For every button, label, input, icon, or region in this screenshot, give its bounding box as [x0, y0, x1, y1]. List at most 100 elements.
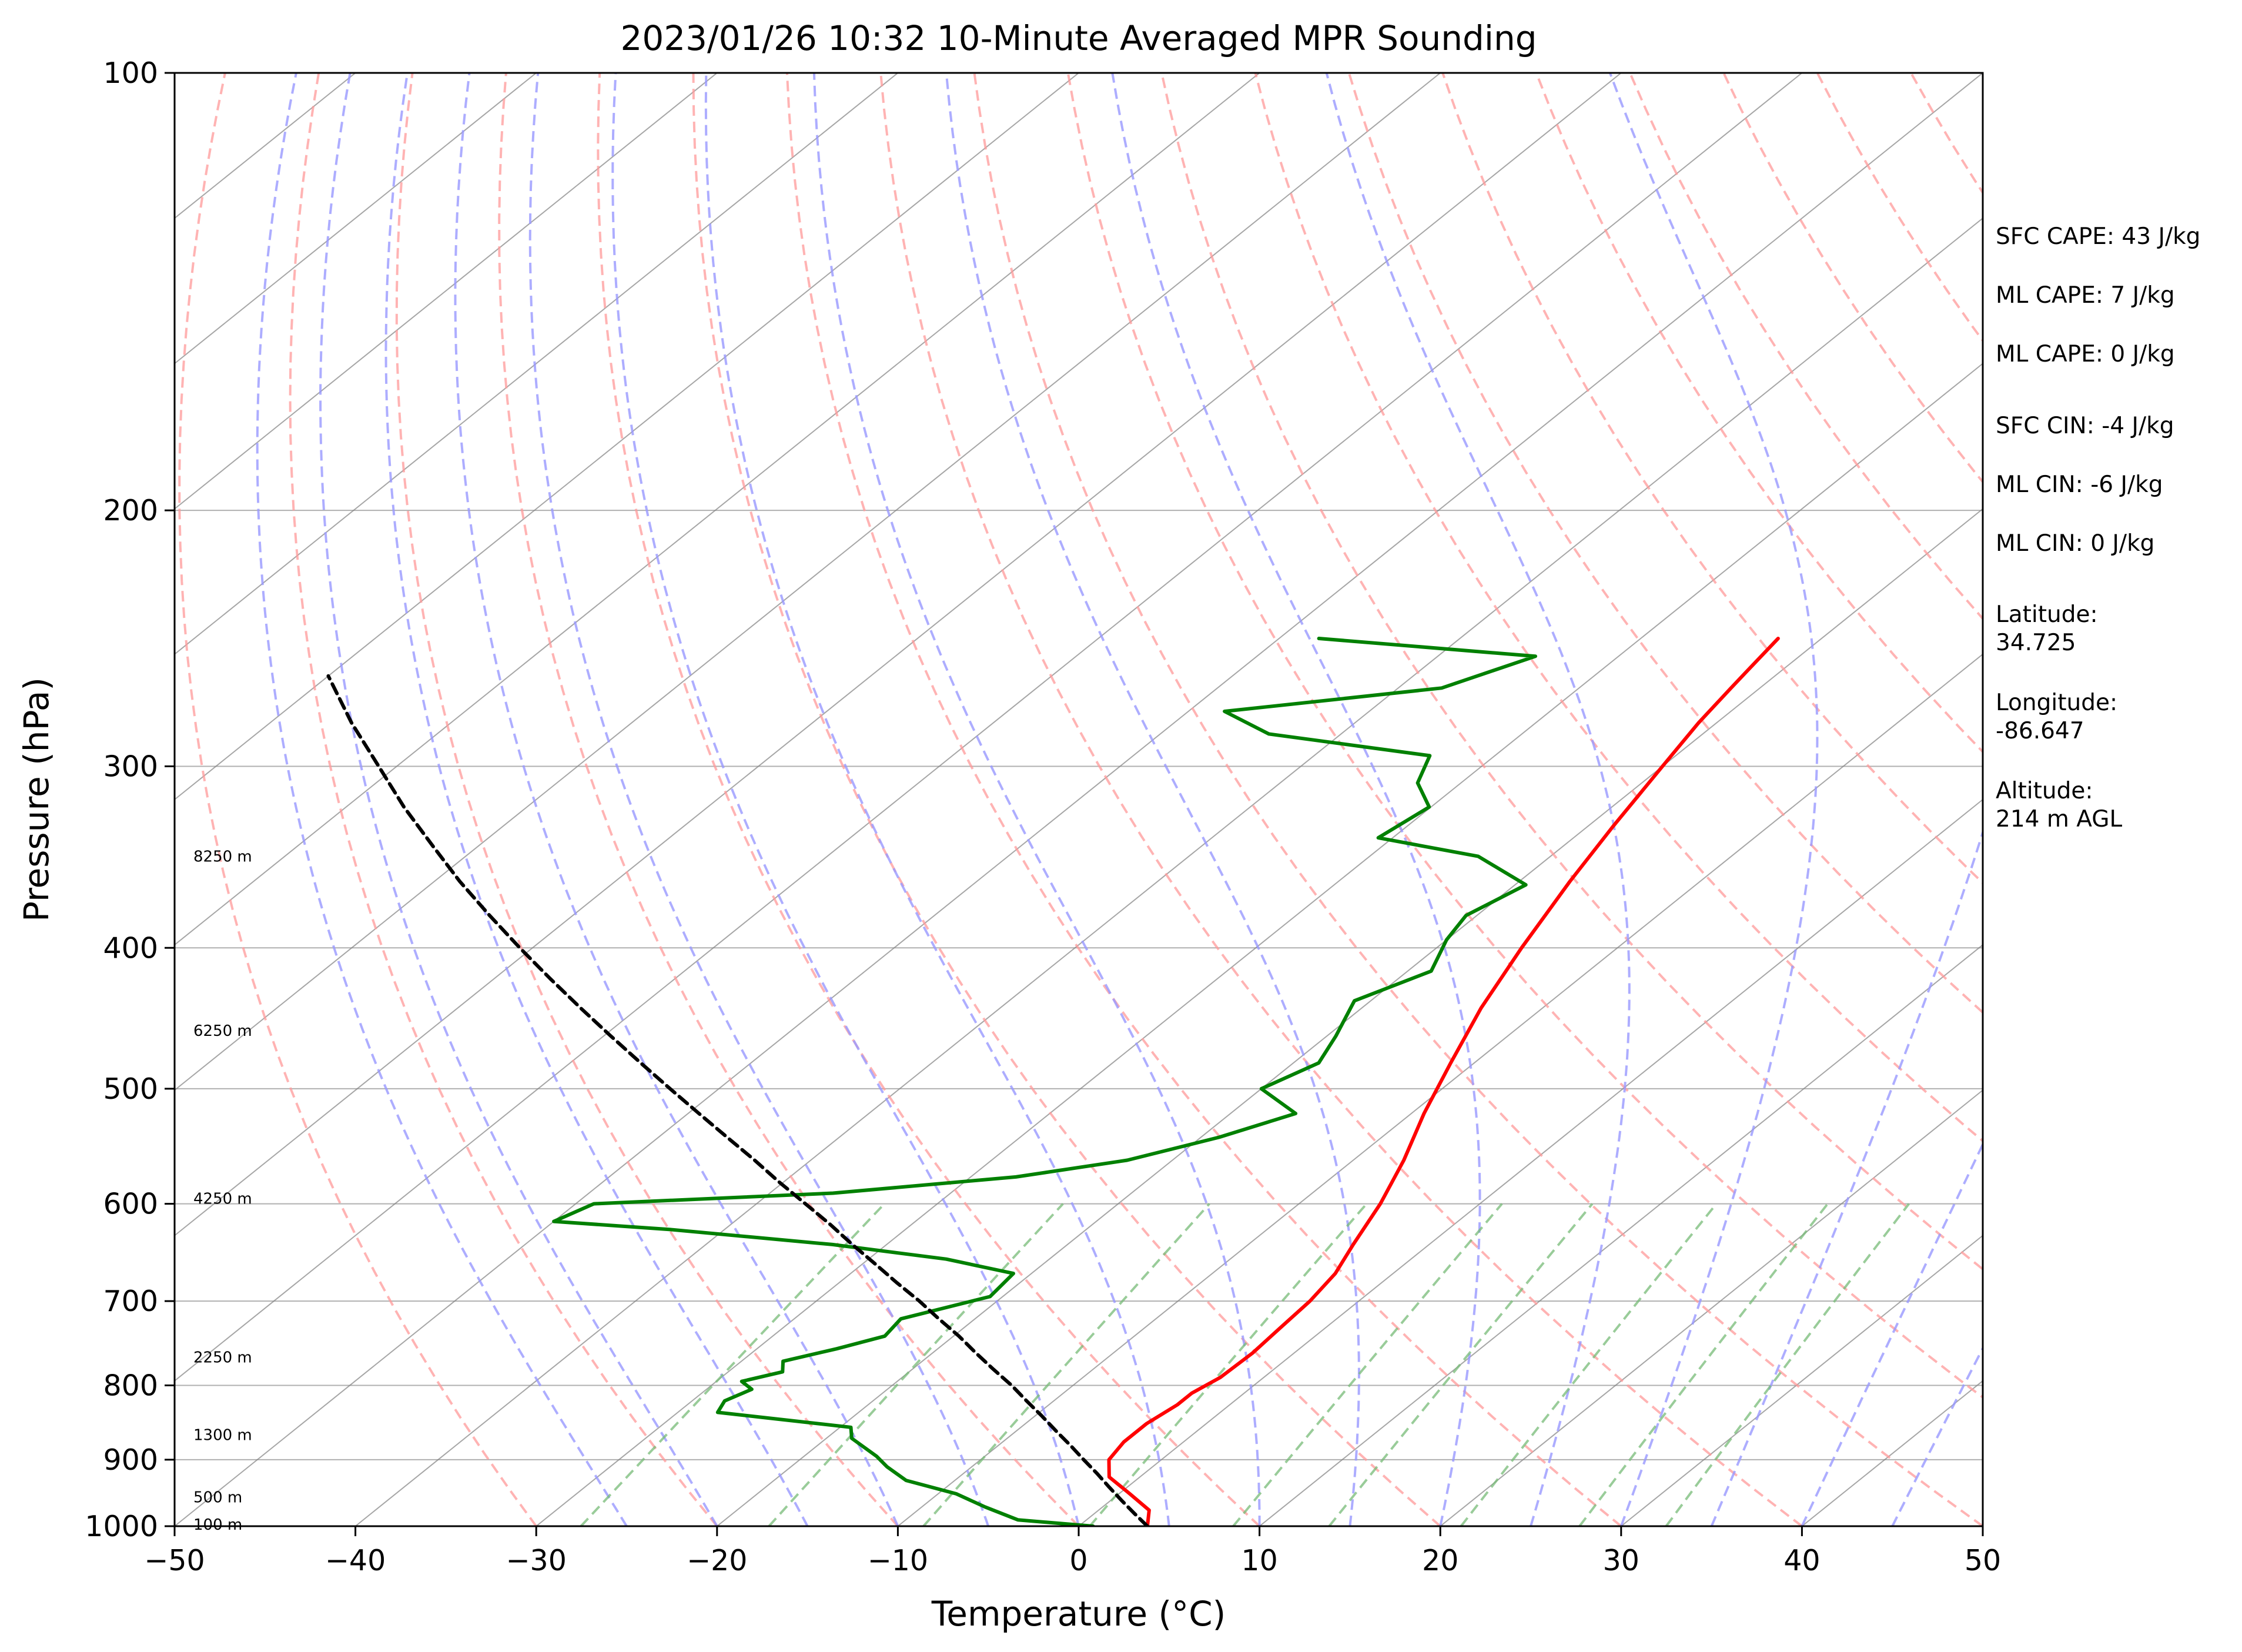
- isotherm-line: [717, 508, 1983, 1526]
- longitude-label: Longitude:: [1996, 690, 2117, 716]
- height-label: 100 m: [193, 1516, 242, 1534]
- dry-adiabat-line: [973, 73, 1983, 1526]
- isotherm-line: [1259, 944, 1983, 1526]
- isotherm-line: [354, 217, 1983, 1526]
- sfc-cin-text: SFC CIN: -4 J/kg: [1996, 413, 2174, 439]
- x-tick-label: 10: [1241, 1544, 1277, 1577]
- moist-adiabat-line: [454, 73, 899, 1526]
- moist-adiabat-line: [1111, 73, 1481, 1526]
- x-tick-label: −20: [687, 1544, 747, 1577]
- dry-adiabat-line: [1628, 73, 1983, 621]
- isotherm-line: [175, 73, 899, 656]
- isotherm-line: [1621, 1235, 1983, 1526]
- mixing-ratio-line: [1665, 1203, 1910, 1526]
- dry-adiabat-line: [289, 73, 718, 1526]
- x-tick-label: 20: [1422, 1544, 1458, 1577]
- mixing-ratio-line: [1232, 1203, 1503, 1526]
- mixing-ratio-line: [580, 1203, 885, 1526]
- temperature-profile-line: [1107, 637, 1780, 1526]
- dry-adiabat-line: [395, 73, 899, 1526]
- isotherm-line: [536, 363, 1983, 1526]
- y-tick-label: 200: [103, 494, 158, 527]
- moist-adiabat-line: [812, 73, 1261, 1526]
- ml-cin-text-1: ML CIN: -6 J/kg: [1996, 471, 2163, 498]
- isotherm-line: [897, 653, 1983, 1526]
- ml-cape-text-2: ML CAPE: 0 J/kg: [1996, 341, 2175, 367]
- altitude-label: Altitude:: [1996, 778, 2093, 804]
- moist-adiabat-line: [1608, 73, 1819, 1526]
- x-axis: −50 −40 −30 −20 −10 0 10 20 30 40 50: [144, 1526, 2001, 1577]
- dry-adiabat-line: [692, 73, 1441, 1526]
- isotherm-line: [175, 73, 1622, 1236]
- mixing-ratio-line: [1460, 1203, 1718, 1526]
- isotherm-line: [175, 73, 537, 364]
- dry-adiabat-line: [1066, 73, 1983, 1399]
- y-tick-label: 600: [103, 1188, 158, 1221]
- moist-adiabat-line: [319, 73, 718, 1526]
- moist-adiabat-line: [945, 73, 1360, 1526]
- chart-title: 2023/01/26 10:32 10-Minute Averaged MPR …: [620, 18, 1537, 58]
- moist-adiabat-line: [256, 73, 628, 1526]
- dry-adiabat-line: [785, 73, 1622, 1526]
- dry-adiabat-line: [1347, 73, 1983, 1014]
- isotherm-line: [1078, 798, 1983, 1526]
- plot-area: [175, 73, 1983, 1526]
- x-tick-label: −10: [868, 1544, 928, 1577]
- ml-cape-text-1: ML CAPE: 7 J/kg: [1996, 282, 2175, 309]
- dry-adiabat-lines: [178, 73, 1983, 1526]
- isotherm-line: [175, 73, 1441, 1091]
- moist-adiabat-line: [1325, 73, 1631, 1526]
- latitude-value: 34.725: [1996, 630, 2076, 656]
- sfc-cape-text: SFC CAPE: 43 J/kg: [1996, 223, 2200, 250]
- isotherm-line: [175, 73, 1260, 946]
- isotherm-line: [175, 73, 718, 510]
- y-tick-label: 500: [103, 1072, 158, 1106]
- parcel-profile-line: [326, 674, 1149, 1526]
- x-tick-label: 30: [1603, 1544, 1639, 1577]
- mixing-ratio-line: [922, 1203, 1210, 1526]
- altitude-value: 214 m AGL: [1996, 806, 2122, 832]
- y-tick-label: 400: [103, 931, 158, 965]
- height-label: 4250 m: [193, 1190, 252, 1208]
- dry-adiabat-line: [1441, 73, 1983, 885]
- side-panel: SFC CAPE: 43 J/kg ML CAPE: 7 J/kg ML CAP…: [1996, 223, 2200, 832]
- y-tick-label: 800: [103, 1369, 158, 1402]
- moist-adiabat-line: [1801, 1141, 1983, 1526]
- x-tick-label: −50: [144, 1544, 205, 1577]
- y-axis-title: Pressure (hPa): [16, 677, 56, 922]
- height-label: 6250 m: [193, 1022, 252, 1040]
- height-label: 500 m: [193, 1489, 242, 1507]
- x-tick-label: 40: [1783, 1544, 1820, 1577]
- dry-adiabat-line: [178, 73, 537, 1526]
- moist-adiabat-lines: [256, 73, 1983, 1526]
- y-tick-label: 900: [103, 1443, 158, 1477]
- ml-cin-text-2: ML CIN: 0 J/kg: [1996, 530, 2154, 557]
- latitude-label: Latitude:: [1996, 601, 2098, 628]
- isotherm-line: [175, 73, 1803, 1382]
- height-label: 1300 m: [193, 1426, 252, 1444]
- longitude-value: -86.647: [1996, 718, 2084, 744]
- isotherm-line: [175, 73, 1983, 1526]
- y-tick-label: 1000: [85, 1510, 158, 1543]
- isotherm-gridlines: [175, 73, 1983, 1526]
- y-tick-label: 300: [103, 750, 158, 783]
- moist-adiabat-line: [704, 73, 1170, 1526]
- isotherm-line: [1440, 1089, 1983, 1526]
- mixing-ratio-line: [1089, 1203, 1368, 1526]
- y-tick-label: 100: [103, 56, 158, 90]
- dry-adiabat-line: [1160, 73, 1983, 1271]
- sounding-series: [326, 637, 1780, 1526]
- isotherm-line: [175, 73, 1079, 801]
- x-axis-title: Temperature (°C): [931, 1594, 1226, 1634]
- x-tick-label: 50: [1965, 1544, 2001, 1577]
- dry-adiabat-line: [498, 73, 1080, 1526]
- x-tick-label: −40: [325, 1544, 386, 1577]
- moist-adiabat-line: [384, 73, 809, 1526]
- x-tick-label: −30: [506, 1544, 566, 1577]
- dry-adiabat-line: [597, 73, 1260, 1526]
- x-tick-label: 0: [1069, 1544, 1087, 1577]
- dry-adiabat-line: [1816, 73, 1983, 343]
- dewpoint-profile-line: [552, 637, 1537, 1526]
- height-labels: 8250 m 6250 m 4250 m 2250 m 1300 m 500 m 100 m: [193, 848, 252, 1534]
